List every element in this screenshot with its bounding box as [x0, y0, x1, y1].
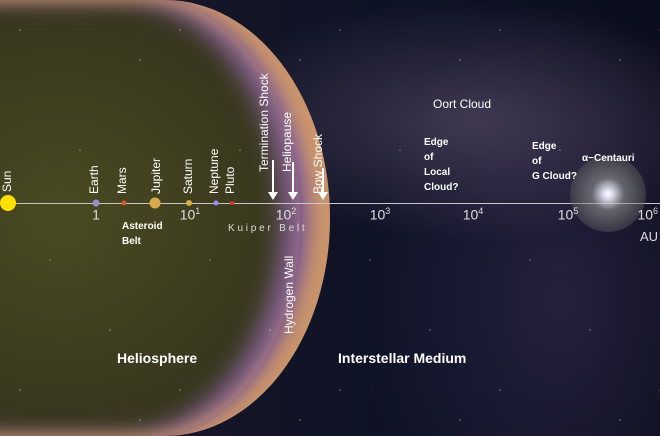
termination-shock-label: Termination Shock: [257, 73, 271, 172]
neptune-label: Neptune: [207, 148, 221, 194]
saturn-label: Saturn: [181, 158, 195, 194]
mars-icon: [121, 200, 127, 206]
jupiter-icon: [149, 197, 161, 209]
axis-tick: 105: [557, 206, 579, 223]
heliosphere-label: Heliosphere: [117, 350, 198, 366]
sun-label: Sun: [0, 170, 14, 192]
pluto-icon: [230, 201, 234, 205]
axis-unit: AU: [639, 229, 658, 244]
edge-local-cloud-label: Edge of Local Cloud?: [424, 137, 459, 193]
interstellar-medium-label: Interstellar Medium: [338, 350, 467, 366]
neptune-icon: [213, 200, 219, 206]
jupiter-label: Jupiter: [149, 157, 163, 194]
earth-label: Earth: [87, 165, 101, 194]
pluto-label: Pluto: [223, 166, 237, 194]
alpha-centauri-star: [570, 156, 646, 232]
sun-icon: [0, 195, 16, 211]
edge-g-cloud-label: Edge of G Cloud?: [532, 141, 577, 182]
axis-tick: 106: [637, 206, 658, 223]
termination-shock-arrow-icon: [268, 160, 278, 200]
hydrogen-wall-label: Hydrogen Wall: [282, 255, 296, 334]
earth-icon: [92, 199, 100, 207]
heliopause-arrow-icon: [288, 162, 298, 200]
axis-tick: 1: [92, 206, 100, 223]
axis-tick: 104: [462, 206, 484, 223]
axis-tick: 101: [179, 206, 201, 223]
alpha-centauri-label: α−Centauri: [582, 153, 635, 164]
axis-tick: 102: [275, 206, 297, 223]
saturn-icon: [186, 200, 192, 206]
axis-tick: 103: [369, 206, 391, 223]
kuiper-belt-label: K u i p e r B e l t: [228, 223, 305, 234]
asteroid-belt-label: Asteroid Belt: [122, 221, 163, 247]
bow-shock-arrow-icon: [318, 168, 328, 200]
mars-label: Mars: [115, 167, 129, 194]
distance-axis: [0, 203, 660, 204]
oort-cloud-label: Oort Cloud: [433, 97, 492, 111]
